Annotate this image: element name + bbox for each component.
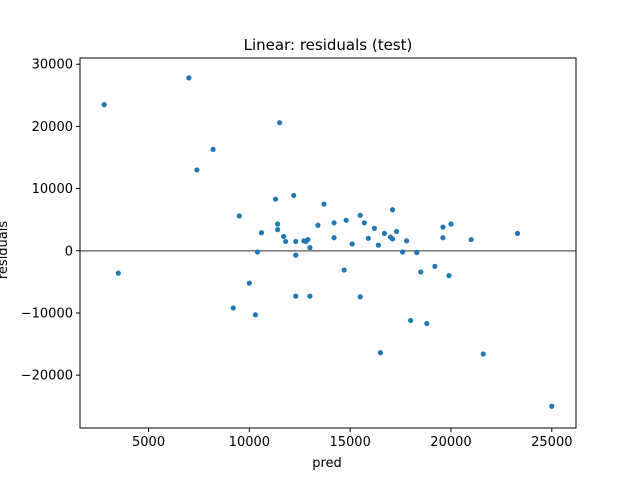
data-point <box>283 238 289 245</box>
data-point <box>349 241 355 247</box>
data-point <box>371 225 377 231</box>
data-point <box>440 235 446 241</box>
data-point <box>514 230 521 236</box>
data-point <box>446 273 452 279</box>
y-tick-label: −10000 <box>21 306 73 321</box>
x-tick-label: 15000 <box>329 435 370 450</box>
data-points-group <box>101 75 555 409</box>
data-point <box>186 75 192 81</box>
y-tick-label: 10000 <box>32 182 73 197</box>
data-point <box>258 230 265 236</box>
data-point <box>291 192 297 199</box>
data-point <box>341 267 347 273</box>
y-axis-label: residuals <box>0 221 11 280</box>
data-point <box>194 167 200 173</box>
data-point <box>293 293 299 299</box>
data-point <box>404 238 410 244</box>
data-point <box>377 350 384 356</box>
data-point <box>252 312 259 318</box>
x-axis-label: pred <box>312 456 342 471</box>
data-point <box>357 212 363 218</box>
y-tick-label: 20000 <box>32 120 73 135</box>
y-tick-label: 30000 <box>32 58 73 73</box>
data-point <box>408 317 414 324</box>
data-point <box>480 351 486 357</box>
y-tick-label: −20000 <box>21 369 73 384</box>
data-point <box>414 250 420 256</box>
data-point <box>101 102 107 108</box>
x-tick-label: 10000 <box>229 435 270 450</box>
data-point <box>307 245 313 251</box>
data-point <box>393 228 400 235</box>
data-point <box>230 305 236 311</box>
data-point <box>321 201 327 207</box>
y-tick-label: 0 <box>65 244 73 259</box>
data-point <box>343 217 349 223</box>
data-point <box>418 269 424 275</box>
data-point <box>365 235 371 241</box>
data-point <box>389 236 396 242</box>
data-point <box>315 222 321 228</box>
data-point <box>210 146 216 153</box>
x-tick-label: 5000 <box>132 435 165 450</box>
data-point <box>357 294 363 300</box>
data-point <box>361 220 367 226</box>
data-point <box>448 221 454 227</box>
data-point <box>274 227 281 233</box>
chart-title: Linear: residuals (test) <box>244 36 413 54</box>
data-point <box>381 230 388 236</box>
data-point <box>277 120 283 126</box>
data-point <box>272 196 279 202</box>
data-point <box>115 270 121 276</box>
axis-ticks-group: 5000 10000 15000 20000 25000 −20000 −10000 0 100… <box>21 58 573 450</box>
plot-area-frame <box>79 57 577 429</box>
data-point <box>331 220 337 226</box>
x-tick-label: 25000 <box>531 435 572 450</box>
data-point <box>331 235 337 241</box>
data-point <box>400 249 406 255</box>
data-point <box>432 263 438 269</box>
data-point <box>549 403 555 409</box>
data-point <box>274 221 281 227</box>
data-point <box>293 238 299 245</box>
data-point <box>236 213 242 219</box>
data-point <box>389 207 396 213</box>
data-point <box>375 242 382 248</box>
data-point <box>440 224 446 230</box>
data-point <box>281 233 287 240</box>
data-point <box>246 280 252 286</box>
data-point <box>293 252 299 258</box>
data-point <box>305 236 311 243</box>
data-point <box>424 320 430 327</box>
data-point <box>307 293 313 299</box>
data-point <box>468 236 474 243</box>
x-tick-label: 20000 <box>430 435 471 450</box>
data-point <box>254 249 261 255</box>
